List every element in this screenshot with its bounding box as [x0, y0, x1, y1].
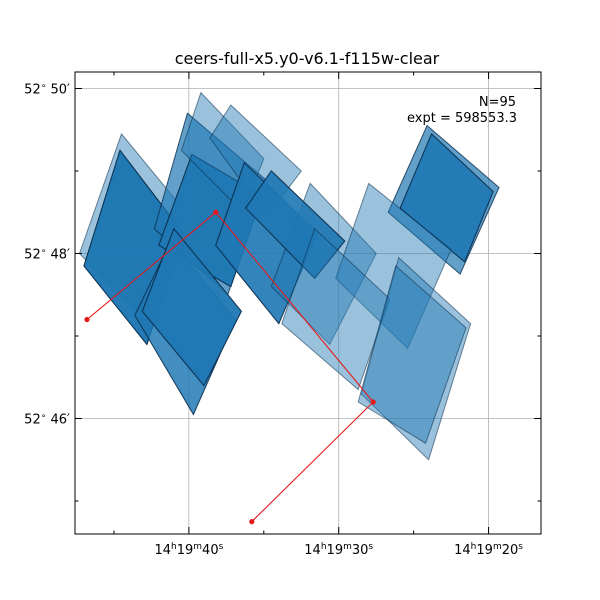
y-tick-labels: 52∘ 50′52∘ 48′52∘ 46′	[24, 82, 70, 428]
x-tick-value: 30	[352, 543, 369, 558]
exposure-annotation: expt = 598553.3	[407, 111, 517, 126]
footprint-6	[134, 240, 236, 416]
x-tick-value: 14	[304, 543, 321, 558]
chart-title: ceers-full-x5.y0-v6.1-f115w-clear	[175, 49, 440, 68]
path-line	[86, 211, 374, 522]
x-tick-label: 14h19m20s	[454, 542, 523, 558]
y-tick-value: 48	[46, 248, 67, 263]
footprint-16	[357, 264, 467, 444]
footprint-12	[399, 133, 494, 263]
x-tick-value: 14	[154, 543, 171, 558]
path-layer	[84, 209, 376, 525]
x-tick-unit: s	[368, 542, 373, 552]
axes-frame	[74, 71, 542, 535]
y-tick-value: 52	[24, 83, 41, 98]
grid-layer	[75, 72, 541, 534]
x-tick-label: 14h19m40s	[154, 542, 223, 558]
x-tick-value: 20	[502, 543, 519, 558]
footprint-9	[270, 182, 377, 346]
x-tick-labels: 14h19m40s 14h19m30s 14h19m20s	[154, 542, 523, 558]
footprint-3	[158, 153, 263, 288]
y-tick-unit: ∘	[41, 247, 47, 257]
x-tick-unit: s	[219, 542, 224, 552]
x-tick-value: 19	[476, 543, 493, 558]
footprint-4	[180, 91, 265, 214]
footprint-14	[281, 227, 391, 391]
y-tick-value: ′	[67, 248, 70, 263]
count-annotation: N=95	[479, 95, 516, 110]
y-tick-value: ′	[67, 83, 70, 98]
path-point-0	[84, 316, 90, 323]
x-tick-unit: s	[518, 542, 523, 552]
y-tick-unit: ∘	[41, 82, 47, 92]
x-tick-value: 19	[327, 543, 344, 558]
x-tick-unit: m	[493, 542, 502, 552]
footprint-11	[387, 124, 500, 275]
footprint-1	[83, 149, 184, 346]
x-tick-unit: h	[321, 542, 327, 552]
footprint-5	[209, 104, 302, 218]
footprint-8	[215, 161, 319, 325]
x-tick-value: 19	[177, 543, 194, 558]
x-tick-unit: h	[471, 542, 477, 552]
x-tick-value: 14	[454, 543, 471, 558]
footprint-7	[141, 227, 242, 387]
footprint-0	[78, 132, 187, 329]
x-tick-unit: m	[193, 542, 202, 552]
y-tick-unit: ∘	[41, 412, 47, 422]
x-tick-label: 14h19m30s	[304, 542, 373, 558]
tick-layer	[75, 72, 541, 534]
x-tick-unit: h	[171, 542, 177, 552]
footprint-layer	[78, 91, 500, 461]
footprint-10	[245, 170, 346, 280]
x-tick-value: 40	[202, 543, 219, 558]
path-point-3	[249, 519, 255, 525]
y-tick-value: ′	[67, 413, 70, 428]
y-tick-value: 52	[24, 248, 41, 263]
footprint-13	[335, 182, 452, 350]
y-tick-value: 50	[46, 83, 67, 98]
y-tick-value: 52	[24, 413, 41, 428]
y-tick-label: 52∘ 48′	[24, 247, 70, 263]
y-tick-label: 52∘ 46′	[24, 412, 70, 428]
path-point-2	[370, 399, 376, 405]
plot-area	[74, 71, 542, 535]
y-tick-value: 46	[46, 413, 67, 428]
path-point-1	[213, 209, 219, 215]
y-tick-label: 52∘ 50′	[24, 82, 70, 98]
x-tick-unit: m	[343, 542, 352, 552]
